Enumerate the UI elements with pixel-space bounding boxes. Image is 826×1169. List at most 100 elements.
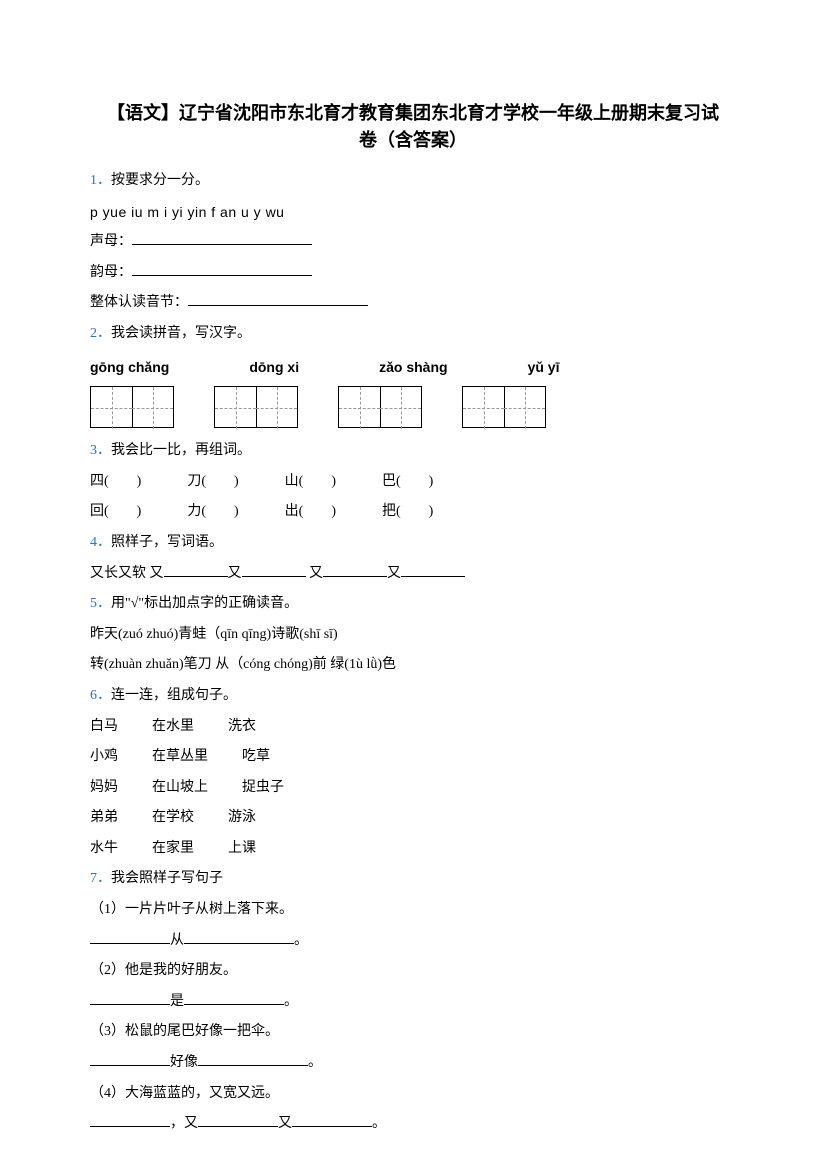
q3-text: 我会比一比，再组词。 xyxy=(111,443,251,458)
q2-p1: gōng chǎng xyxy=(90,354,169,381)
q2-text: 我会读拼音，写汉字。 xyxy=(111,326,251,341)
q7-text: 我会照样子写句子 xyxy=(111,871,223,886)
q6-r5-0[interactable]: 水牛 xyxy=(90,836,118,863)
q6: 6．连一连，组成句子。 xyxy=(90,683,736,710)
q2-box-4[interactable] xyxy=(462,386,546,428)
q3-r1c3[interactable]: 山( ) xyxy=(285,469,336,496)
q7-s1-period: 。 xyxy=(294,933,308,948)
q2-p4: yǔ yī xyxy=(528,354,560,381)
q7-s1: （1）一片片叶子从树上落下来。 xyxy=(90,897,736,924)
q7-s3-b2[interactable] xyxy=(198,1052,308,1066)
q2-pinyin-labels: gōng chǎng dōng xi zǎo shàng yǔ yī xyxy=(90,354,736,381)
q7-s3-b1[interactable] xyxy=(90,1052,170,1066)
q3: 3．我会比一比，再组词。 xyxy=(90,438,736,465)
q7-s4-mid1: ，又 xyxy=(170,1116,198,1131)
q1-num: 1． xyxy=(90,173,111,188)
q2: 2．我会读拼音，写汉字。 xyxy=(90,321,736,348)
q7-s2-mid: 是 xyxy=(170,994,184,1009)
q4-blank2[interactable] xyxy=(242,563,306,577)
q7-s1-b1[interactable] xyxy=(90,930,170,944)
q4-y2: 又 xyxy=(228,566,242,581)
q4-blank4[interactable] xyxy=(401,563,465,577)
q7-s2-b1[interactable] xyxy=(90,991,170,1005)
q1-zt-blank[interactable] xyxy=(188,292,368,306)
q4-row: 又长又软 又又 又又 xyxy=(90,561,736,588)
q5: 5．用"√"标出加点字的正确读音。 xyxy=(90,591,736,618)
q4-y3: 又 xyxy=(306,566,324,581)
q5-l2d: （cóng chóng)前 xyxy=(229,657,330,672)
q3-r2c1[interactable]: 回( ) xyxy=(90,499,141,526)
q2-box-1[interactable] xyxy=(90,386,174,428)
q2-p2: dōng xi xyxy=(249,354,299,381)
q6-r2-0[interactable]: 小鸡 xyxy=(90,744,118,771)
q4-num: 4． xyxy=(90,535,111,550)
q5-l2b: (zhuàn zhuǎn)笔刀 xyxy=(104,657,215,672)
q2-box-2[interactable] xyxy=(214,386,298,428)
q5-l2c: 从 xyxy=(215,657,229,672)
q1-pinyin: p yue iu m i yi yin f an u y wu xyxy=(90,199,736,226)
q3-r1c4[interactable]: 巴( ) xyxy=(382,469,433,496)
q6-r3-1[interactable]: 在山坡上 xyxy=(152,775,208,802)
q6-r2-2[interactable]: 吃草 xyxy=(242,744,270,771)
q1-shengmu: 声母： xyxy=(90,229,736,256)
q2-box-3[interactable] xyxy=(338,386,422,428)
q3-num: 3． xyxy=(90,443,111,458)
title-line-2: 卷（含答案） xyxy=(90,127,736,154)
q5-l2e: 绿 xyxy=(330,657,344,672)
q2-p3: zǎo shàng xyxy=(379,354,447,381)
q6-row2: 小鸡 在草丛里 吃草 xyxy=(90,744,736,771)
q3-r1c2[interactable]: 刀( ) xyxy=(187,469,238,496)
q6-r5-1[interactable]: 在家里 xyxy=(152,836,194,863)
q6-r5-2[interactable]: 上课 xyxy=(228,836,256,863)
q7-s2-blank: 是。 xyxy=(90,989,736,1016)
q7-s4-b3[interactable] xyxy=(292,1113,372,1127)
q4-blank1[interactable] xyxy=(164,563,228,577)
q7-s1-b2[interactable] xyxy=(184,930,294,944)
q3-r2c4[interactable]: 把( ) xyxy=(382,499,433,526)
q5-l1c: 蛙 xyxy=(192,627,206,642)
q1: 1．按要求分一分。 xyxy=(90,168,736,195)
q6-r3-2[interactable]: 捉虫子 xyxy=(242,775,284,802)
q1-zt-label: 整体认读音节： xyxy=(90,295,188,310)
q6-num: 6． xyxy=(90,688,111,703)
q1-sm-label: 声母： xyxy=(90,234,132,249)
q6-row3: 妈妈 在山坡上 捉虫子 xyxy=(90,775,736,802)
q1-ym-blank[interactable] xyxy=(132,262,312,276)
q1-sm-blank[interactable] xyxy=(132,231,312,245)
q6-row4: 弟弟 在学校 游泳 xyxy=(90,805,736,832)
q6-row1: 白马 在水里 洗衣 xyxy=(90,714,736,741)
q4-blank3[interactable] xyxy=(323,563,387,577)
title-line-1: 【语文】辽宁省沈阳市东北育才教育集团东北育才学校一年级上册期末复习试 xyxy=(90,100,736,127)
q2-boxes xyxy=(90,386,736,428)
q3-r2c3[interactable]: 出( ) xyxy=(285,499,336,526)
q6-r1-1[interactable]: 在水里 xyxy=(152,714,194,741)
q6-r1-0[interactable]: 白马 xyxy=(90,714,118,741)
q6-r4-0[interactable]: 弟弟 xyxy=(90,805,118,832)
q7-s4-mid2: 又 xyxy=(278,1116,292,1131)
q5-text: 用"√"标出加点字的正确读音。 xyxy=(111,596,298,611)
q1-yunmu: 韵母： xyxy=(90,260,736,287)
q7-s4-b2[interactable] xyxy=(198,1113,278,1127)
q7-num: 7． xyxy=(90,871,111,886)
q7-s2-b2[interactable] xyxy=(184,991,284,1005)
q6-r2-1[interactable]: 在草丛里 xyxy=(152,744,208,771)
q7: 7．我会照样子写句子 xyxy=(90,866,736,893)
q3-r1c1[interactable]: 四( ) xyxy=(90,469,141,496)
q5-line1: 昨天(zuó zhuó)青蛙（qīn qīng)诗歌(shī sī) xyxy=(90,622,736,649)
q6-row5: 水牛 在家里 上课 xyxy=(90,836,736,863)
q6-r4-2[interactable]: 游泳 xyxy=(228,805,256,832)
q7-s4-period: 。 xyxy=(372,1116,386,1131)
q5-l1b: 天(zuó zhuó)青 xyxy=(104,627,192,642)
q1-text: 按要求分一分。 xyxy=(111,173,209,188)
q3-r2c2[interactable]: 力( ) xyxy=(187,499,238,526)
q7-s2: （2）他是我的好朋友。 xyxy=(90,958,736,985)
q5-l1d: （qīn qīng)诗 xyxy=(206,627,285,642)
q7-s4-b1[interactable] xyxy=(90,1113,170,1127)
page-title: 【语文】辽宁省沈阳市东北育才教育集团东北育才学校一年级上册期末复习试 卷（含答案… xyxy=(90,100,736,154)
q6-r4-1[interactable]: 在学校 xyxy=(152,805,194,832)
q6-r3-0[interactable]: 妈妈 xyxy=(90,775,118,802)
q2-num: 2． xyxy=(90,326,111,341)
q6-r1-2[interactable]: 洗衣 xyxy=(228,714,256,741)
q4-text: 照样子，写词语。 xyxy=(111,535,223,550)
q5-l1a: 昨 xyxy=(90,627,104,642)
